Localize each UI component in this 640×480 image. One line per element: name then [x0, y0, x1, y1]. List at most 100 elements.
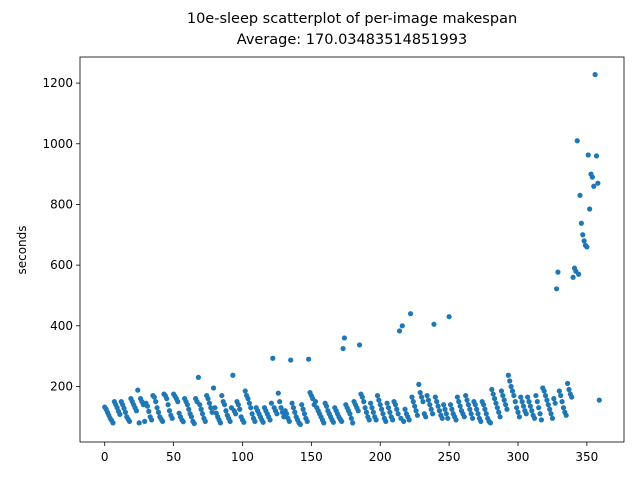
point	[531, 415, 538, 421]
point	[589, 174, 595, 180]
point	[340, 345, 346, 352]
point	[202, 418, 208, 424]
point	[581, 238, 587, 244]
point	[596, 397, 602, 403]
point	[277, 399, 283, 405]
point	[198, 406, 204, 412]
point	[289, 400, 295, 406]
point	[121, 405, 127, 411]
point	[165, 402, 171, 408]
point	[399, 323, 405, 329]
point	[570, 274, 576, 280]
point	[370, 409, 376, 415]
point	[578, 220, 584, 226]
point	[595, 180, 601, 186]
point	[188, 414, 195, 420]
point	[423, 414, 429, 420]
point	[449, 406, 455, 412]
point	[465, 402, 472, 408]
point	[475, 411, 481, 417]
point	[472, 402, 478, 408]
point	[559, 399, 565, 405]
point	[197, 402, 203, 408]
point	[409, 394, 415, 400]
point	[133, 408, 140, 414]
point	[491, 396, 498, 402]
point	[469, 415, 476, 421]
point	[566, 386, 572, 393]
point	[418, 394, 425, 400]
point	[126, 418, 133, 424]
point	[306, 356, 312, 362]
point	[547, 406, 553, 412]
point	[525, 394, 531, 400]
point	[541, 388, 547, 394]
point	[379, 406, 385, 412]
point	[555, 269, 561, 275]
point	[312, 399, 319, 405]
point	[155, 409, 162, 415]
point	[274, 411, 280, 417]
point	[542, 392, 549, 399]
point	[519, 399, 525, 405]
point	[245, 396, 251, 402]
chart-subtitle: Average: 170.03483514851993	[237, 32, 467, 48]
point	[249, 411, 255, 417]
point	[511, 392, 517, 399]
point	[505, 372, 511, 378]
point	[286, 418, 292, 424]
point	[270, 355, 276, 361]
point	[474, 406, 480, 412]
point	[395, 411, 401, 417]
x-tick-label: 200	[369, 450, 392, 464]
point	[283, 411, 290, 417]
point	[407, 311, 414, 317]
point	[355, 408, 361, 414]
point	[142, 418, 148, 424]
point	[447, 402, 454, 408]
point	[496, 409, 502, 415]
point	[427, 402, 433, 408]
point	[502, 402, 509, 408]
point	[501, 397, 507, 403]
point	[208, 405, 214, 411]
y-axis-label: seconds	[15, 225, 29, 274]
x-tick-label: 100	[231, 450, 254, 464]
point	[154, 405, 160, 411]
point	[534, 399, 540, 405]
point	[146, 408, 152, 414]
x-tick-label: 300	[507, 450, 530, 464]
point	[396, 328, 403, 334]
point	[468, 411, 474, 417]
y-tick-label: 1200	[42, 76, 73, 90]
point	[548, 411, 554, 417]
point	[241, 419, 247, 425]
point	[151, 394, 157, 400]
point	[439, 415, 445, 421]
point	[199, 411, 206, 417]
point	[164, 396, 170, 402]
point	[584, 244, 590, 250]
point	[518, 394, 524, 400]
point	[536, 405, 542, 411]
point	[290, 405, 297, 411]
y-tick-label: 1000	[42, 137, 73, 151]
chart-title: 10e-sleep scatterplot of per-image makes…	[187, 11, 517, 27]
point	[374, 392, 381, 399]
point	[431, 321, 437, 327]
point	[490, 391, 496, 397]
point	[512, 399, 518, 405]
point	[556, 388, 562, 394]
point	[446, 314, 452, 320]
point	[268, 400, 275, 406]
point	[443, 411, 449, 417]
point	[498, 388, 505, 394]
point	[436, 408, 443, 414]
point	[507, 378, 513, 384]
point	[169, 415, 175, 421]
point	[445, 415, 451, 421]
point	[500, 392, 506, 399]
point	[435, 403, 441, 409]
point	[219, 392, 225, 399]
